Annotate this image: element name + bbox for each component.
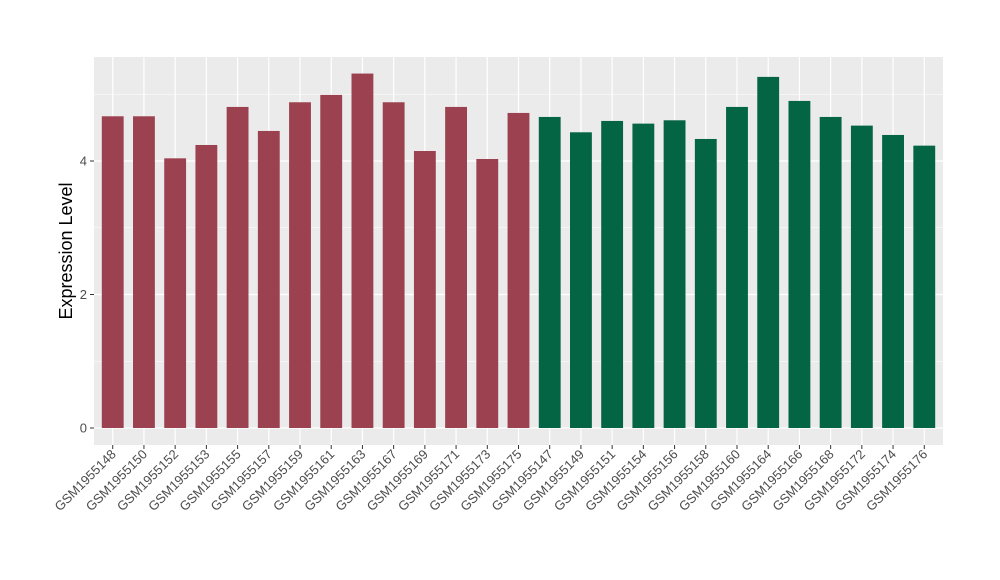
bar-GSM1955171 (445, 106, 467, 429)
bar-GSM1955149 (570, 132, 592, 429)
bars-group (101, 73, 936, 429)
y-axis-ticks: 0 2 4 (80, 154, 94, 436)
bar-GSM1955150 (133, 116, 155, 428)
bar-GSM1955166 (788, 100, 811, 429)
bar-GSM1955167 (382, 102, 405, 428)
y-tick-label: 0 (80, 421, 87, 436)
bar-GSM1955158 (694, 138, 717, 428)
bar-GSM1955155 (226, 106, 249, 429)
y-axis-title: Expression Level (56, 182, 76, 319)
bar-GSM1955173 (476, 158, 499, 428)
bar-GSM1955172 (850, 125, 873, 428)
bar-GSM1955147 (538, 116, 561, 428)
bar-GSM1955151 (601, 120, 624, 428)
bar-GSM1955169 (413, 150, 436, 429)
bar-GSM1955174 (882, 134, 904, 428)
bar-GSM1955154 (632, 123, 655, 429)
bar-GSM1955168 (819, 116, 842, 428)
bar-GSM1955156 (663, 120, 686, 428)
x-axis-ticks: GSM1955148GSM1955150GSM1955152GSM1955153… (52, 445, 930, 514)
bar-GSM1955176 (913, 145, 936, 428)
bar-GSM1955157 (257, 130, 280, 428)
bar-GSM1955164 (757, 76, 780, 429)
bar-GSM1955161 (320, 94, 343, 428)
bar-GSM1955148 (101, 116, 124, 428)
bar-GSM1955163 (351, 73, 374, 429)
y-tick-label: 4 (80, 154, 87, 169)
bar-GSM1955175 (507, 112, 530, 428)
bar-GSM1955152 (164, 158, 187, 428)
bar-GSM1955160 (726, 106, 748, 429)
y-tick-label: 2 (80, 287, 87, 302)
bar-GSM1955159 (289, 102, 311, 428)
bar-GSM1955153 (195, 144, 218, 429)
